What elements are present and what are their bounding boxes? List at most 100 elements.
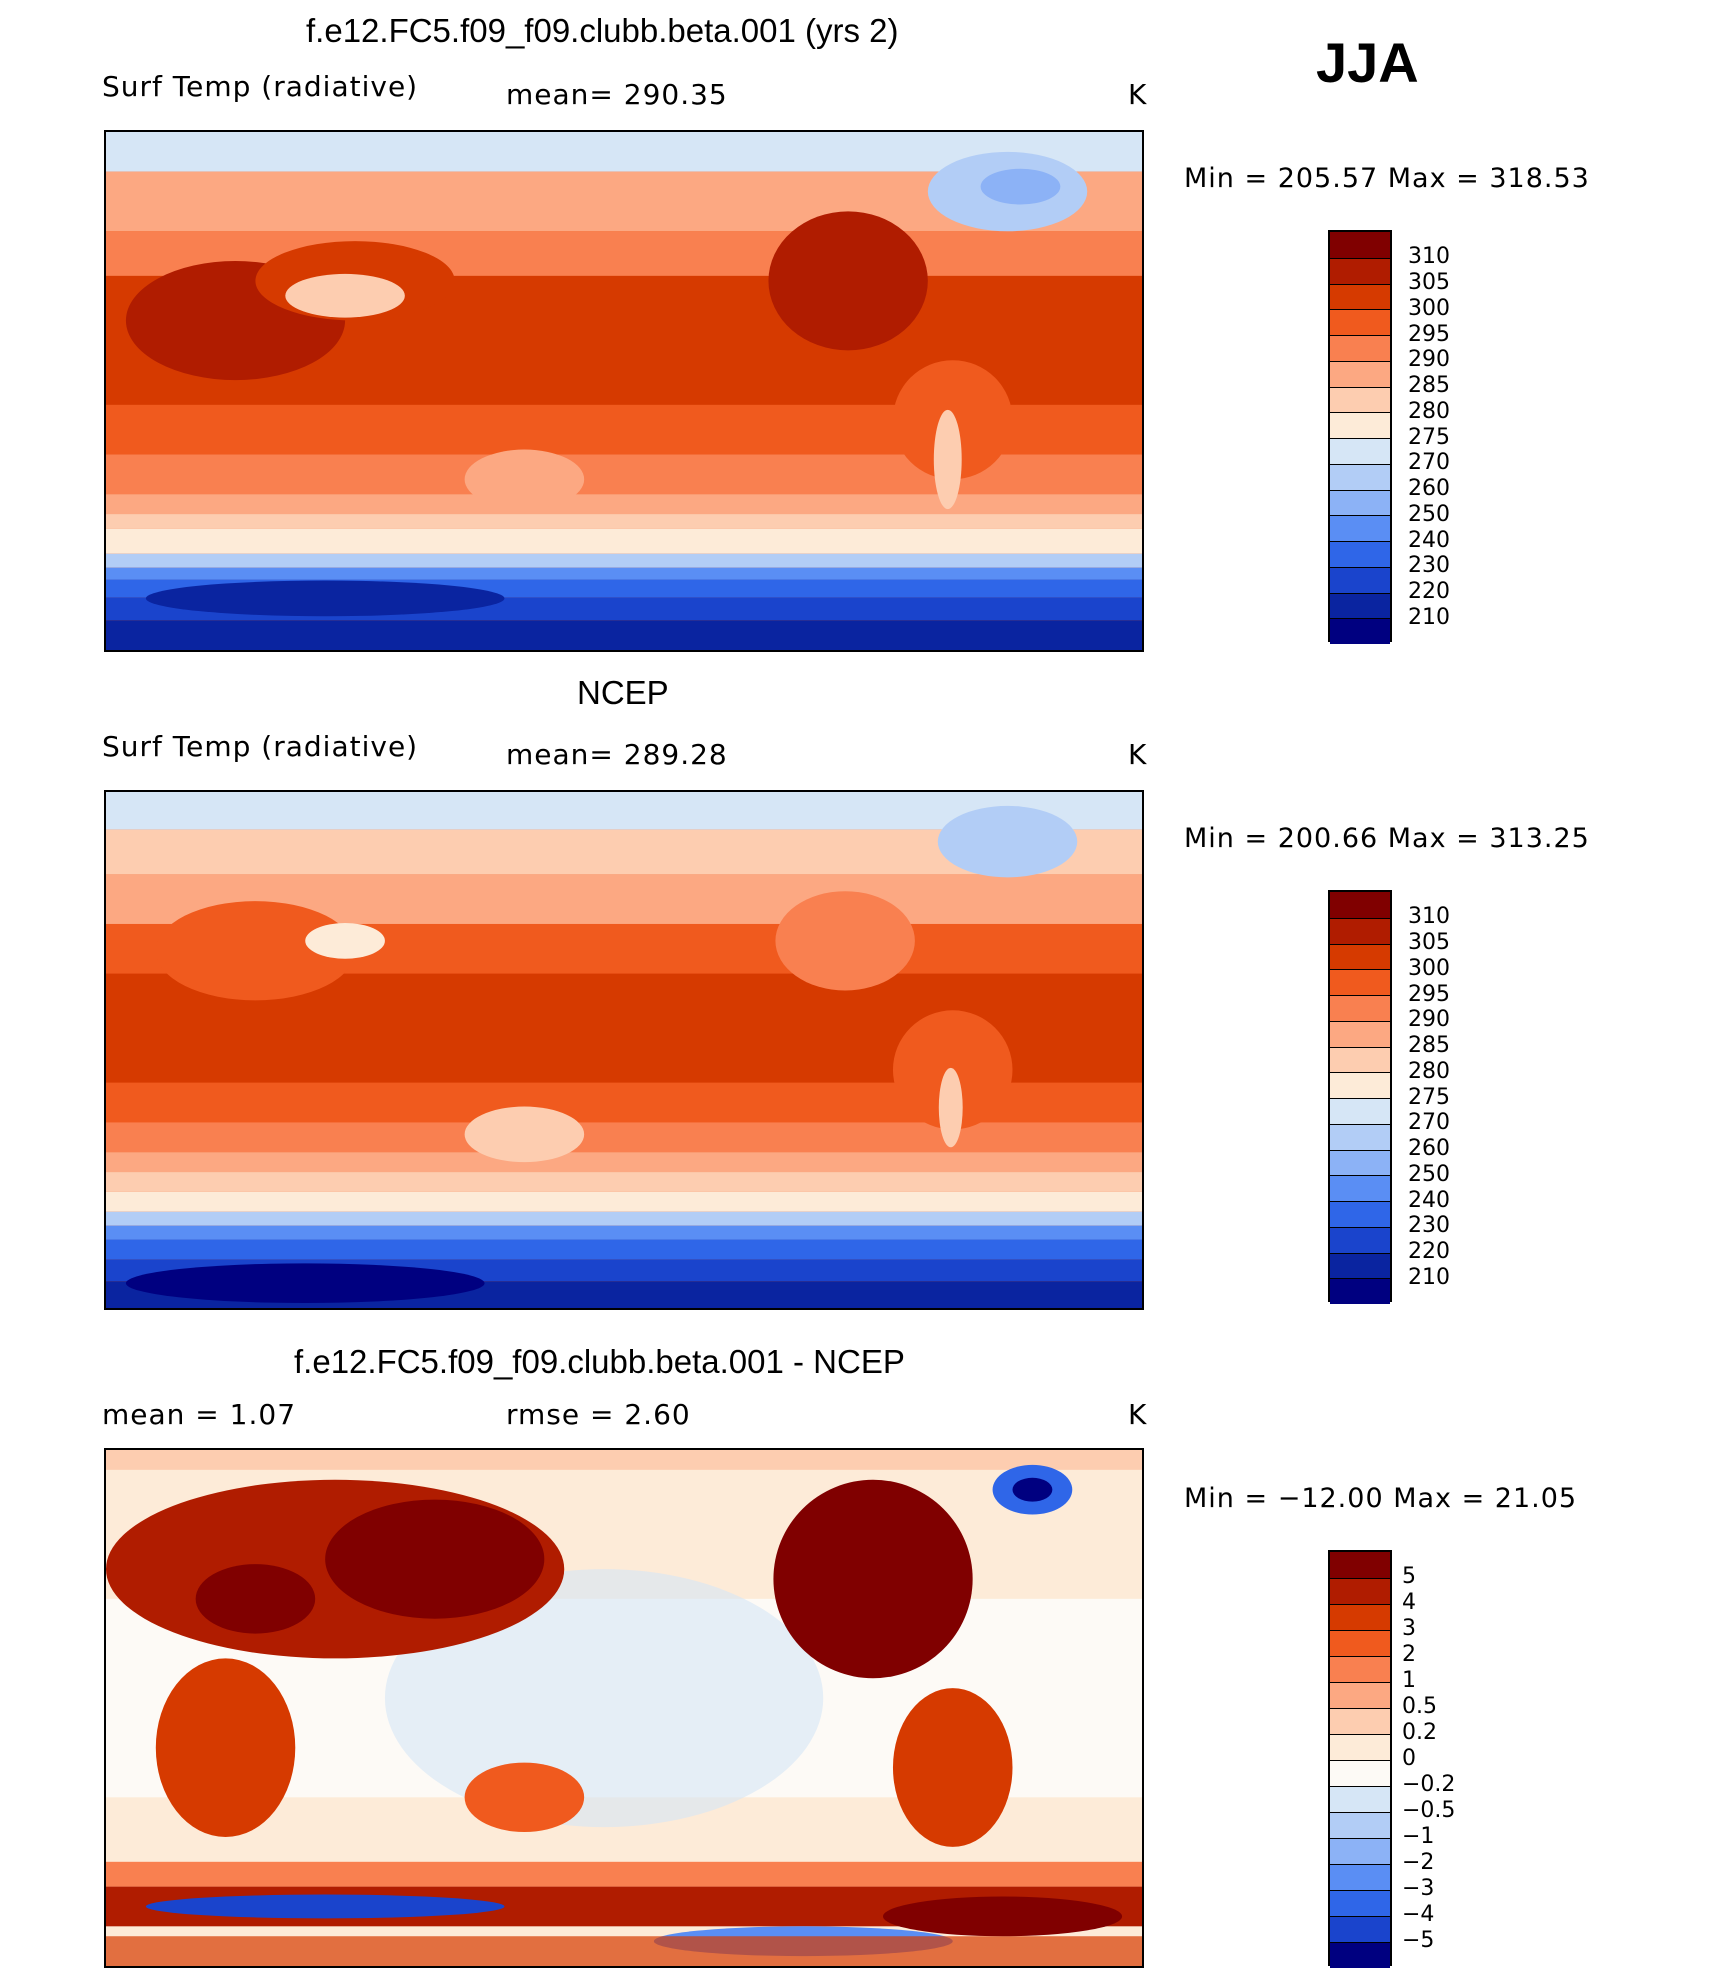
colorbar-swatch [1330,1760,1390,1786]
colorbar-tick-label: 270 [1408,450,1450,475]
colorbar-tick-label: 210 [1408,1265,1450,1290]
panel1-minmax: Min = 205.57 Max = 318.53 [1184,163,1590,194]
colorbar-swatch [1330,1552,1390,1578]
colorbar-swatch [1330,438,1390,464]
colorbar-tick-label: 2 [1402,1642,1416,1667]
colorbar-tick-label: 230 [1408,1213,1450,1238]
colorbar-tick-label: 260 [1408,1136,1450,1161]
colorbar-tick-label: 275 [1408,425,1450,450]
panel2-map-field [106,792,1142,1308]
colorbar-tick-label: 285 [1408,373,1450,398]
colorbar-tick-label: 275 [1408,1085,1450,1110]
colorbar-swatch [1330,1916,1390,1942]
colorbar-swatch [1330,1630,1390,1656]
panel1-map-field [106,132,1142,650]
colorbar-swatch [1330,1942,1390,1968]
colorbar-swatch [1330,489,1390,516]
colorbar-tick-label: −3 [1402,1876,1435,1901]
panel1-map [104,130,1144,652]
colorbar-swatch [1330,1149,1390,1176]
colorbar-swatch [1330,1786,1390,1812]
colorbar-tick-label: 1 [1402,1668,1416,1693]
colorbar-swatch [1330,1020,1390,1047]
colorbar-swatch [1330,1838,1390,1864]
colorbar-swatch [1330,1734,1390,1760]
panel2-colorbar [1328,890,1392,1304]
colorbar-tick-label: 230 [1408,553,1450,578]
colorbar-swatch [1330,566,1390,593]
colorbar-tick-label: 280 [1408,399,1450,424]
colorbar-tick-label: −1 [1402,1824,1435,1849]
colorbar-swatch [1330,1864,1390,1890]
colorbar-swatch [1330,995,1390,1021]
colorbar-tick-label: 0 [1402,1746,1416,1771]
colorbar-tick-label: 295 [1408,322,1450,347]
colorbar-tick-label: 295 [1408,982,1450,1007]
colorbar-swatch [1330,1656,1390,1682]
colorbar-tick-label: 0.2 [1402,1720,1437,1745]
panel3-map-field [106,1450,1142,1966]
colorbar-swatch [1330,283,1390,310]
panel1-variable: Surf Temp (radiative) [102,70,419,103]
panel3-colorbar [1328,1550,1392,1968]
colorbar-swatch [1330,892,1390,918]
colorbar-swatch [1330,1072,1390,1098]
colorbar-tick-label: 3 [1402,1616,1416,1641]
panel3-title: f.e12.FC5.f09_f09.clubb.beta.001 - NCEP [294,1343,905,1380]
colorbar-swatch [1330,309,1390,335]
colorbar-swatch [1330,1890,1390,1916]
panel1-title: f.e12.FC5.f09_f09.clubb.beta.001 (yrs 2) [306,12,899,49]
colorbar-tick-label: 240 [1408,528,1450,553]
colorbar-swatch [1330,232,1390,258]
colorbar-swatch [1330,360,1390,387]
colorbar-tick-label: 285 [1408,1033,1450,1058]
colorbar-tick-label: 310 [1408,244,1450,269]
colorbar-tick-label: 290 [1408,1007,1450,1032]
colorbar-swatch [1330,1046,1390,1073]
panel1-mean: mean= 290.35 [506,78,728,111]
colorbar-swatch [1330,1604,1390,1630]
colorbar-tick-label: 310 [1408,904,1450,929]
panel3-map [104,1448,1144,1968]
colorbar-swatch [1330,618,1390,644]
colorbar-swatch [1330,1226,1390,1253]
colorbar-swatch [1330,386,1390,413]
colorbar-tick-label: 240 [1408,1188,1450,1213]
colorbar-tick-label: 270 [1408,1110,1450,1135]
colorbar-swatch [1330,592,1390,619]
panel3-units: K [1128,1398,1148,1431]
colorbar-tick-label: 250 [1408,1162,1450,1187]
colorbar-tick-label: −2 [1402,1850,1435,1875]
colorbar-tick-label: 210 [1408,605,1450,630]
colorbar-tick-label: 260 [1408,476,1450,501]
colorbar-tick-label: 220 [1408,579,1450,604]
colorbar-swatch [1330,1682,1390,1708]
colorbar-tick-label: 250 [1408,502,1450,527]
colorbar-tick-label: 300 [1408,956,1450,981]
colorbar-swatch [1330,943,1390,970]
colorbar-tick-label: −0.5 [1402,1798,1456,1823]
colorbar-tick-label: 305 [1408,930,1450,955]
colorbar-swatch [1330,1812,1390,1838]
colorbar-tick-label: −4 [1402,1902,1435,1927]
panel2-mean: mean= 289.28 [506,738,728,771]
colorbar-tick-label: 5 [1402,1564,1416,1589]
colorbar-swatch [1330,969,1390,995]
panel2-minmax: Min = 200.66 Max = 313.25 [1184,823,1590,854]
panel2-title: NCEP [577,674,669,711]
panel2-units: K [1128,738,1148,771]
colorbar-tick-label: 290 [1408,347,1450,372]
colorbar-swatch [1330,335,1390,361]
colorbar-swatch [1330,515,1390,541]
colorbar-swatch [1330,1123,1390,1150]
colorbar-swatch [1330,257,1390,284]
panel2-map [104,790,1144,1310]
colorbar-tick-label: 280 [1408,1059,1450,1084]
colorbar-swatch [1330,1578,1390,1604]
colorbar-swatch [1330,541,1390,567]
colorbar-tick-label: 4 [1402,1590,1416,1615]
colorbar-tick-label: −5 [1402,1928,1435,1953]
colorbar-swatch [1330,1175,1390,1201]
colorbar-swatch [1330,412,1390,438]
panel1-colorbar [1328,230,1392,644]
